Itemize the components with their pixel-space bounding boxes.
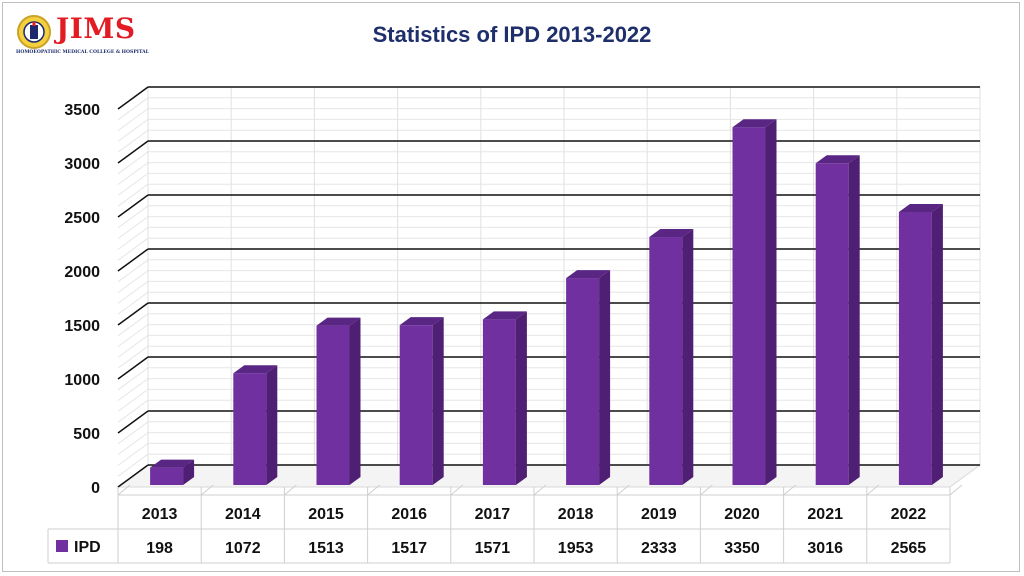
gridline-depth: [117, 140, 149, 164]
bar-front: [233, 373, 267, 485]
data-label: 198: [146, 540, 173, 557]
bar-side: [515, 311, 527, 485]
logo-subtitle: HOMOEOPATHIC MEDICAL COLLEGE & HOSPITAL: [16, 50, 149, 55]
bar-side: [848, 155, 860, 485]
bar: [233, 365, 278, 485]
x-tick-label: 2019: [641, 506, 677, 523]
x-tick-label: 2017: [475, 506, 511, 523]
y-tick-label: 3000: [64, 156, 100, 173]
y-tick-label: 2500: [64, 210, 100, 227]
bar: [566, 270, 611, 485]
data-label: 1571: [475, 540, 511, 557]
data-label: 3350: [724, 540, 760, 557]
data-label: 1517: [391, 540, 427, 557]
y-tick-label: 500: [73, 426, 100, 443]
x-tick-label: 2021: [807, 506, 843, 523]
x-tick-label: 2020: [724, 506, 760, 523]
x-tick-label: 2013: [142, 506, 178, 523]
bar-top: [732, 119, 777, 128]
bar-front: [150, 467, 184, 485]
emblem-icon: [17, 15, 51, 49]
bar: [649, 229, 694, 485]
x-tick-label: 2016: [391, 506, 427, 523]
bar-top: [649, 229, 694, 238]
gridline-depth: [117, 302, 149, 326]
bar: [898, 203, 943, 486]
data-label: 1072: [225, 540, 261, 557]
bar-top: [399, 317, 444, 326]
bar: [150, 459, 195, 485]
bar-side: [765, 119, 777, 485]
bar: [316, 317, 361, 485]
legend-swatch: [56, 540, 68, 552]
x-tick-label: 2022: [891, 506, 927, 523]
x-tick-label: 2014: [225, 506, 261, 523]
bar-front: [732, 127, 766, 485]
bar-side: [349, 317, 361, 485]
gridline-depth: [117, 86, 149, 110]
x-tick-label: 2018: [558, 506, 594, 523]
gridline-depth: [117, 248, 149, 272]
bar-top: [815, 155, 860, 164]
bar-top: [566, 270, 611, 279]
y-tick-label: 3500: [64, 102, 100, 119]
y-tick-label: 1000: [64, 372, 100, 389]
bar-side: [682, 229, 694, 485]
bar-side: [183, 459, 195, 485]
chart-title: Statistics of IPD 2013-2022: [372, 22, 652, 47]
bar-front: [399, 325, 433, 485]
bar: [815, 155, 860, 485]
bar-front: [316, 325, 350, 485]
x-tick-label: 2015: [308, 506, 344, 523]
bar: [482, 311, 527, 485]
data-label: 1513: [308, 540, 344, 557]
data-label: 3016: [807, 540, 843, 557]
bar-front: [898, 211, 932, 486]
gridline-depth: [117, 356, 149, 380]
bar-top: [898, 203, 943, 212]
bar-front: [815, 163, 849, 485]
bar-front: [482, 319, 516, 485]
legend-label: IPD: [74, 539, 101, 556]
data-table: 2013 198 2014 1072 2015 1513 2016 1517 2017 1571 2…: [47, 484, 963, 564]
y-tick-label: 0: [91, 480, 100, 497]
bar-side: [599, 270, 611, 485]
y-tick-label: 2000: [64, 264, 100, 281]
bar-top: [316, 317, 361, 326]
bar: [732, 119, 777, 485]
logo-name: JIMS: [56, 12, 136, 45]
gridline-depth: [117, 410, 149, 434]
gridline-depth: [117, 194, 149, 218]
data-label: 2333: [641, 540, 677, 557]
y-axis: 0 500 1000 1500 2000 2500 3000 3500: [64, 102, 100, 497]
y-tick-label: 1500: [64, 318, 100, 335]
jims-logo: JIMS HOMOEOPATHIC MEDICAL COLLEGE & HOSP…: [14, 10, 164, 62]
bar-side: [931, 203, 943, 486]
bar-side: [432, 317, 444, 485]
data-label: 1953: [558, 540, 594, 557]
bar-top: [150, 459, 195, 468]
bar-front: [566, 278, 600, 485]
bar-front: [649, 237, 683, 485]
bars: [150, 119, 943, 486]
gridline-depth: [117, 464, 149, 488]
bar-top: [233, 365, 278, 374]
bar-top: [482, 311, 527, 320]
bar: [399, 317, 444, 485]
data-label: 2565: [891, 540, 927, 557]
bar-side: [266, 365, 278, 485]
